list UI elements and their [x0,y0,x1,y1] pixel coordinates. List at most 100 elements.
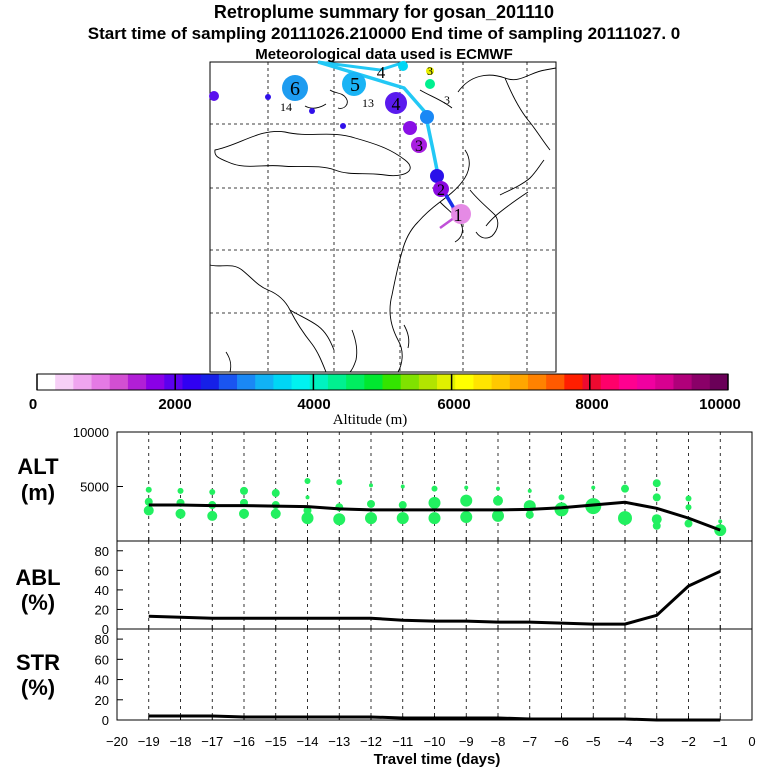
plume-point [396,512,409,525]
colorbar-swatch [455,374,474,390]
x-tick-label: −3 [649,734,664,749]
str-ylabel: STR [16,650,60,675]
meteo-source: Meteorological data used is ECMWF [255,46,513,63]
cluster-3b [403,121,417,135]
plume-point [525,510,534,519]
plume-point [621,484,629,493]
plume-point [652,493,661,502]
plume-point [428,496,441,509]
colorbar-swatch [55,374,74,390]
chart-title: Retroplume summary for gosan_201110 [213,2,555,22]
cluster-4b [425,79,435,89]
x-tick-label: −15 [265,734,287,749]
cluster-label: 4 [377,63,386,82]
plume-point [400,484,405,489]
altitude-colorbar [36,373,729,391]
colorbar-swatch [327,374,347,390]
cluster-label: 4 [392,94,401,114]
plume-point [301,512,314,525]
colorbar-swatch [91,374,111,390]
colorbar-swatch [473,374,493,390]
x-tick-label: −18 [169,734,191,749]
plume-point [240,486,248,495]
abl-line [148,569,721,626]
cluster-west [209,91,219,101]
cluster-4 [385,92,407,114]
cluster-label: 5 [350,74,360,96]
plume-point [304,478,311,485]
map-panel: 1 2 3 4 5 6 3 4 3 13 14 [209,60,557,373]
plume-point [618,511,632,526]
map-graticule [210,62,556,372]
plume-point [398,501,407,510]
cluster-2a [430,169,444,183]
y-tick-label: 20 [95,693,109,708]
x-tick-label: −4 [618,734,633,749]
plume-point [718,519,723,524]
y-tick-label: 60 [95,563,109,578]
colorbar-swatch [255,374,274,390]
alt-yunit: (m) [21,480,55,505]
str-line [148,714,721,722]
y-tick-label: 80 [95,544,109,559]
plume-point [460,511,473,524]
abl-ylabel: ABL [15,565,60,590]
cluster-6 [282,75,308,101]
plume-point [239,508,249,519]
plume-point [527,488,532,493]
colorbar-swatch [527,374,547,390]
x-tick-label: −19 [138,734,160,749]
mean-altitude-line [148,500,721,532]
colorbar-tick-label: 10000 [699,396,741,413]
colorbar-swatch [146,374,165,390]
x-tick-label: −13 [328,734,350,749]
plume-point [367,499,375,508]
plume-point [685,495,692,502]
colorbar-swatch [109,374,129,390]
plume-point [175,508,186,519]
y-tick-label: 40 [95,673,109,688]
cluster-5 [342,72,366,96]
plume-point [464,485,469,490]
cluster-label: 13 [362,96,374,110]
cluster-small1 [265,94,271,100]
x-tick-label: −7 [522,734,537,749]
plume-point [431,485,438,492]
colorbar-tick-label: 4000 [297,396,330,413]
y-tick-label: 20 [95,602,109,617]
colorbar-swatch [564,374,584,390]
colorbar-tick-label: 0 [29,396,37,413]
colorbar-swatch [673,374,693,390]
plume-point [591,485,596,490]
plume-point [270,508,281,519]
plume-point [369,483,373,488]
colorbar-swatch [200,374,220,390]
colorbar-swatch [273,374,293,390]
cluster-labels: 1 2 3 4 5 6 3 4 3 13 14 [280,63,463,225]
colorbar-ticklabels: 0 2000 4000 6000 8000 10000 [29,396,741,413]
colorbar-swatch [509,374,529,390]
colorbar-swatch [37,374,56,390]
colorbar-swatch [164,374,183,390]
plume-point [493,495,503,506]
colorbar-swatch [364,374,383,390]
colorbar-axis-label: Altitude (m) [333,412,408,428]
cluster-label: 6 [290,78,300,100]
colorbar-swatch [655,374,674,390]
x-tick-label: −12 [360,734,382,749]
cluster-label: 1 [454,205,463,225]
panel-abl: 0 20 40 60 80 [95,540,753,637]
plume-point [558,494,565,501]
y-tick-label: 80 [95,632,109,647]
plume-point [305,495,310,500]
plume-point [336,479,343,486]
x-tick-label: −5 [586,734,601,749]
colorbar-swatch [291,374,311,390]
x-tick-label: −11 [392,734,413,749]
cluster-3c [411,137,427,153]
plume-point [145,486,152,493]
panel-alt: 5000 10000 [73,425,753,542]
x-tick-label: −10 [423,734,445,749]
panel-str: 0 20 40 60 80 [95,628,753,728]
